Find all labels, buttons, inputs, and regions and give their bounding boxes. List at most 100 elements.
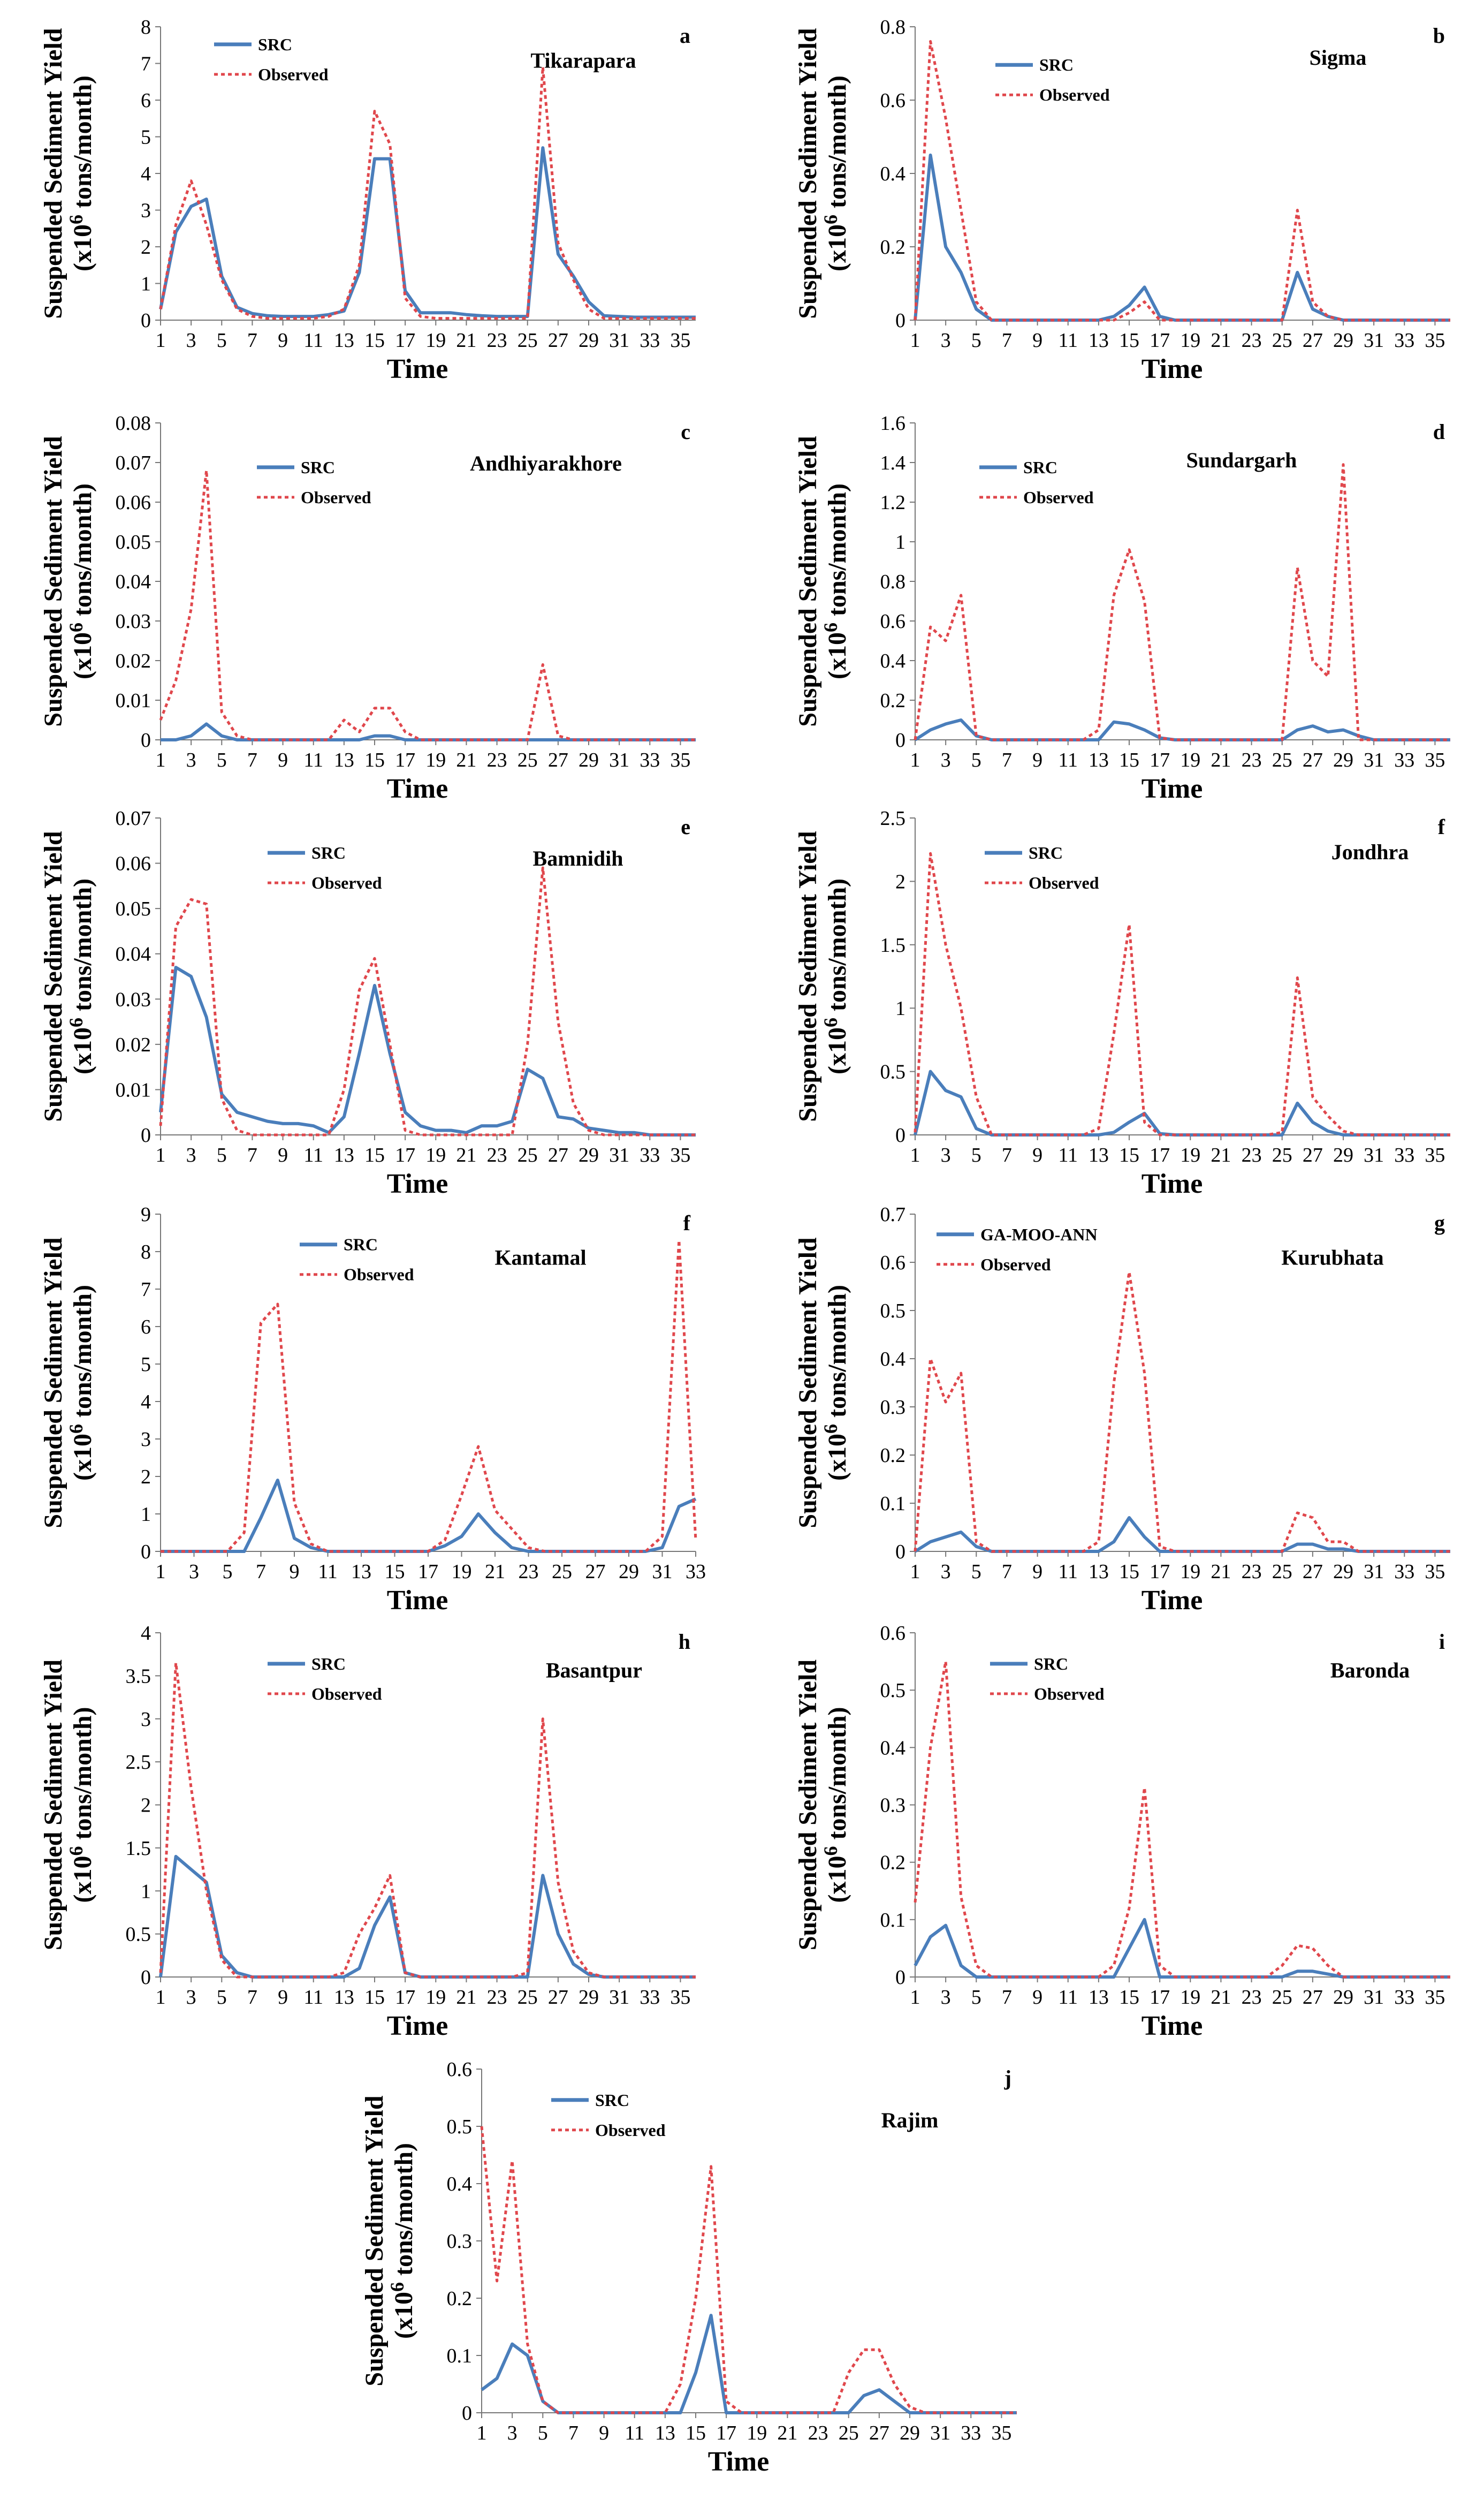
y-tick-label: 2 (895, 870, 905, 893)
series-line-observed (161, 1239, 697, 1553)
x-tick-label: 7 (1002, 1144, 1012, 1166)
y-tick-label: 0 (895, 729, 905, 752)
x-tick-label: 15 (1119, 1986, 1139, 2009)
y-axis-title-prefix: (x10 (823, 1856, 851, 1903)
y-axis-title-prefix: (x10 (823, 1434, 851, 1481)
x-axis-title: Time (387, 354, 448, 384)
x-tick-label: 33 (640, 329, 660, 352)
y-axis-title-suffix: tons/month) (69, 1285, 97, 1424)
x-tick-label: 19 (425, 1986, 446, 2009)
x-tick-label: 1 (910, 1144, 920, 1166)
y-axis-title-prefix: (x10 (69, 224, 97, 271)
x-tick-label: 35 (1425, 749, 1445, 771)
x-tick-label: 23 (1242, 749, 1262, 771)
x-tick-label: 3 (941, 1986, 951, 2009)
x-tick-label: 21 (1211, 749, 1231, 771)
legend-label-observed: Observed (595, 2120, 666, 2140)
series-line-model (159, 1854, 696, 1979)
x-tick-label: 35 (670, 749, 690, 771)
y-tick-label: 5 (141, 1353, 151, 1376)
y-axis-title-suffix: tons/month) (69, 483, 97, 623)
x-tick-label: 29 (1333, 329, 1353, 352)
x-tick-label: 29 (1333, 1144, 1353, 1166)
legend-label-observed: Observed (980, 1255, 1051, 1274)
y-axis-title-line2: (x106 tons/month) (65, 483, 97, 679)
x-tick-label: 1 (910, 749, 920, 771)
x-tick-label: 3 (941, 1560, 951, 1583)
x-tick-label: 11 (303, 1986, 323, 2009)
x-tick-label: 17 (395, 329, 415, 352)
x-tick-label: 7 (247, 329, 257, 352)
y-tick-label: 0.05 (116, 531, 151, 554)
y-axis-title-line1: Suspended Sediment Yield (39, 28, 67, 319)
y-axis-title-line2: (x106 tons/month) (65, 1285, 97, 1481)
chart-panel-e: 00.010.020.030.040.050.060.071 3 5 7 9 11 13 15… (39, 807, 696, 1199)
y-tick-label: 0.01 (116, 1079, 151, 1101)
y-tick-label: 0.2 (447, 2287, 473, 2310)
y-axis-title-line2: (x106 tons/month) (65, 75, 97, 271)
x-tick-label: 19 (1180, 329, 1200, 352)
x-tick-label: 7 (1002, 1560, 1012, 1583)
x-tick-label: 3 (941, 329, 951, 352)
legend-label-observed: Observed (301, 488, 371, 507)
legend-label-model: SRC (301, 458, 335, 477)
x-tick-label: 23 (1242, 1144, 1262, 1166)
y-axis-title-prefix: (x10 (823, 1027, 851, 1074)
y-axis-title-suffix: tons/month) (823, 1285, 851, 1424)
series-line-model (914, 718, 1450, 741)
y-tick-label: 3 (141, 1428, 151, 1451)
y-tick-label: 0.6 (880, 610, 906, 633)
y-tick-label: 0.1 (447, 2345, 473, 2367)
y-tick-label: 3 (141, 1708, 151, 1731)
y-tick-label: 2.5 (880, 807, 906, 830)
legend-label-model: SRC (1039, 55, 1074, 74)
series-line-observed (159, 866, 696, 1137)
x-tick-label: 33 (1394, 1144, 1414, 1166)
x-tick-label: 23 (1242, 1560, 1262, 1583)
y-axis-title-line1: Suspended Sediment Yield (360, 2095, 389, 2387)
x-tick-label: 11 (1058, 1986, 1078, 2009)
y-tick-label: 0.4 (447, 2173, 473, 2195)
y-tick-label: 0.4 (880, 1737, 906, 1759)
x-tick-label: 33 (640, 1986, 660, 2009)
y-axis-title-suffix: tons/month) (823, 878, 851, 1018)
x-tick-label: 35 (991, 2422, 1011, 2444)
y-tick-label: 0.06 (116, 491, 151, 514)
x-tick-label: 29 (579, 1144, 599, 1166)
y-tick-label: 0.07 (116, 807, 151, 830)
y-tick-label: 0 (895, 309, 905, 332)
series-line-model (914, 1070, 1450, 1137)
y-axis-title-line2: (x106 tons/month) (386, 2143, 418, 2339)
x-tick-label: 5 (223, 1560, 233, 1583)
x-tick-label: 3 (941, 1144, 951, 1166)
y-tick-label: 0.01 (116, 690, 151, 712)
y-axis-title-prefix: (x10 (823, 224, 851, 271)
y-tick-label: 0.08 (116, 412, 151, 435)
y-tick-label: 0.1 (880, 1909, 906, 1931)
x-tick-label: 31 (609, 749, 629, 771)
x-tick-label: 1 (910, 1986, 920, 2009)
x-tick-label: 3 (941, 749, 951, 771)
y-tick-label: 9 (141, 1203, 151, 1226)
y-tick-label: 0.02 (116, 1034, 151, 1056)
y-tick-label: 1 (141, 1880, 151, 1903)
y-axis-title-suffix: tons/month) (823, 1707, 851, 1846)
x-tick-label: 29 (900, 2422, 920, 2444)
y-axis-title-suffix: tons/month) (823, 483, 851, 623)
x-tick-label: 31 (609, 1986, 629, 2009)
y-axis-title-superscript: 6 (820, 1424, 841, 1434)
x-tick-label: 3 (186, 1144, 196, 1166)
legend-label-model: SRC (1034, 1654, 1068, 1673)
x-tick-label: 27 (1303, 1986, 1323, 2009)
station-name: Bamnidih (533, 846, 623, 870)
x-tick-label: 27 (548, 329, 568, 352)
x-tick-label: 19 (1180, 749, 1200, 771)
y-tick-label: 1.4 (880, 452, 906, 474)
x-tick-label: 19 (747, 2422, 767, 2444)
x-tick-label: 33 (1394, 1986, 1414, 2009)
x-tick-label: 19 (425, 329, 446, 352)
x-tick-label: 27 (1303, 1560, 1323, 1583)
y-tick-label: 0.2 (880, 1852, 906, 1874)
x-tick-label: 33 (961, 2422, 981, 2444)
